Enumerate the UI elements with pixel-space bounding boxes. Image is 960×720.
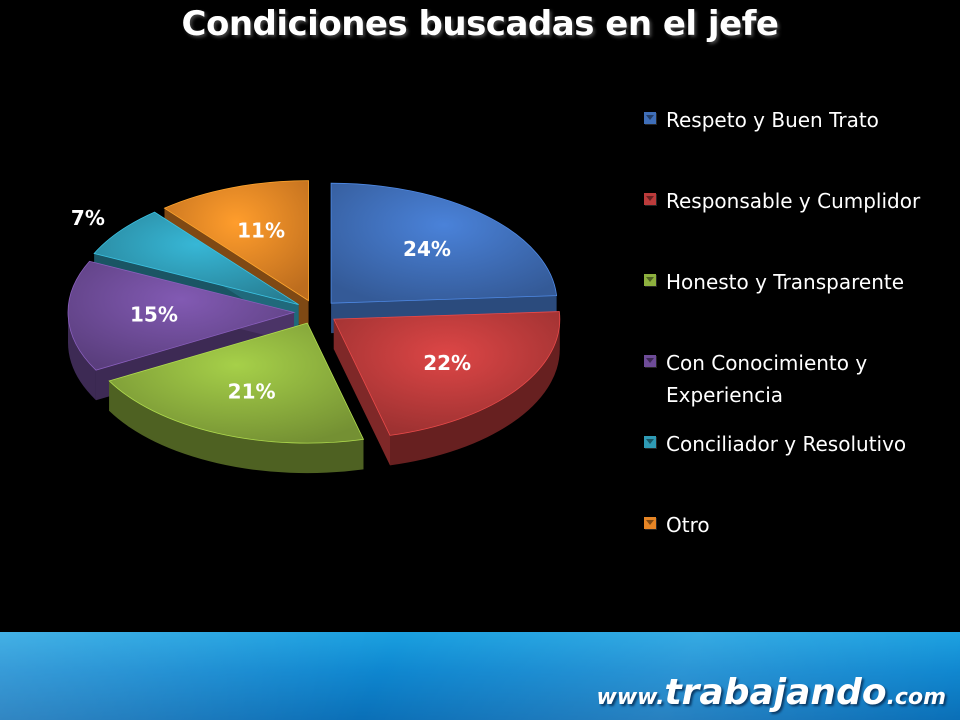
legend-item: Con Conocimiento y Experiencia xyxy=(644,347,954,428)
legend-swatch xyxy=(644,193,656,205)
slice-label-conocimiento: 15% xyxy=(130,303,178,327)
slide-title: Condiciones buscadas en el jefe xyxy=(181,4,779,44)
pie-slice-responsable xyxy=(333,311,561,466)
pie-chart: 24% 22% 21% 15% 7% 11% xyxy=(67,180,561,474)
legend-label: Con Conocimiento y Experiencia xyxy=(666,351,868,407)
slice-top xyxy=(93,211,299,305)
pie-slice-honesto xyxy=(108,322,365,474)
brand-logo[interactable]: www.trabajando.com xyxy=(597,672,946,713)
legend-item: Respeto y Buen Trato xyxy=(644,104,954,185)
slice-top xyxy=(163,180,309,302)
chart-legend: Respeto y Buen Trato Responsable y Cumpli… xyxy=(644,104,954,590)
slice-edge xyxy=(390,319,560,466)
slice-labels: 24% 22% 21% 15% 7% 11% xyxy=(71,206,471,404)
legend-swatch xyxy=(644,355,656,367)
brand-name: trabajando xyxy=(664,672,887,713)
pie-slices xyxy=(67,180,561,474)
slice-edge xyxy=(68,312,96,401)
legend-swatch xyxy=(644,112,656,124)
legend-item: Conciliador y Resolutivo xyxy=(644,428,954,509)
footer-band: www.trabajando.com xyxy=(0,632,960,720)
legend-label: Conciliador y Resolutivo xyxy=(666,432,907,456)
slice-top xyxy=(333,311,561,436)
slice-label-responsable: 22% xyxy=(423,351,471,375)
legend-item: Responsable y Cumplidor xyxy=(644,185,954,266)
brand-suffix: .com xyxy=(886,685,946,710)
slice-label-honesto: 21% xyxy=(228,379,276,403)
legend-label: Responsable y Cumplidor xyxy=(666,189,921,213)
legend-label: Respeto y Buen Trato xyxy=(666,108,879,132)
legend-swatch xyxy=(644,517,656,529)
brand-prefix: www. xyxy=(596,685,665,710)
legend-label: Otro xyxy=(666,513,710,537)
slice-label-otro: 11% xyxy=(237,219,285,243)
slice-label-respeto: 24% xyxy=(403,237,451,261)
slice-label-conciliador: 7% xyxy=(71,206,105,230)
legend-label: Honesto y Transparente xyxy=(666,270,905,294)
slice-edge xyxy=(109,380,364,474)
legend-swatch xyxy=(644,274,656,286)
legend-item: Otro xyxy=(644,509,954,590)
slice-top xyxy=(330,182,558,304)
slice-top xyxy=(108,322,365,444)
slice-wall xyxy=(333,319,391,466)
legend-swatch xyxy=(644,436,656,448)
legend-item: Honesto y Transparente xyxy=(644,266,954,347)
slice-top xyxy=(67,260,296,371)
